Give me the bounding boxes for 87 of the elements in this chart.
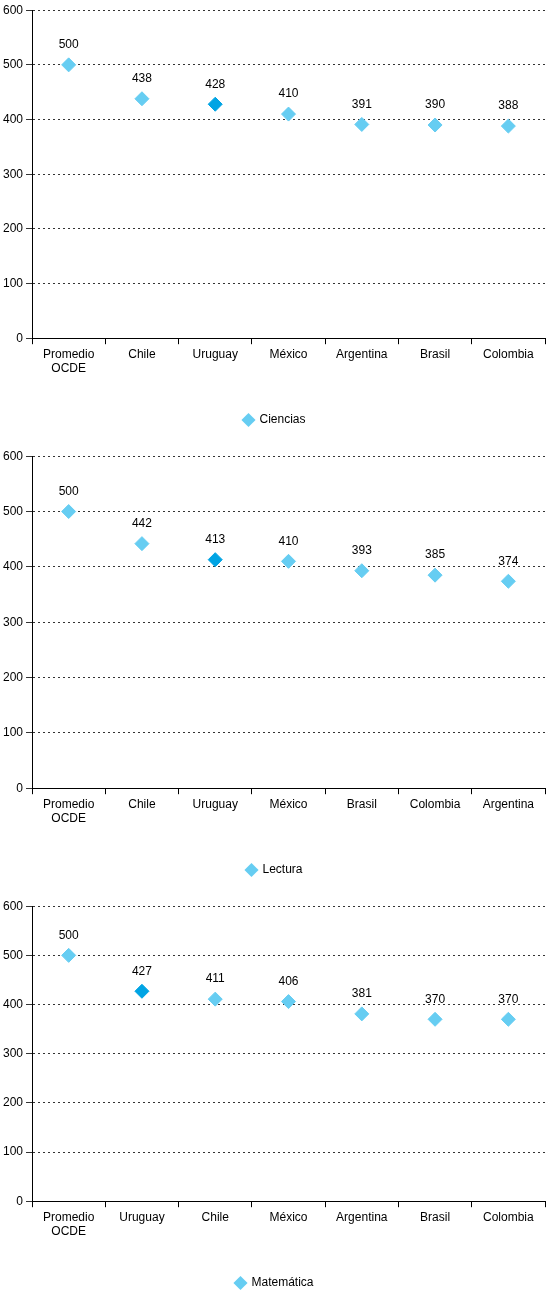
point xyxy=(354,116,370,132)
point xyxy=(500,118,516,134)
point xyxy=(281,106,297,122)
x-tick-label: Chile xyxy=(201,1209,230,1224)
x-tick-label: Uruguay xyxy=(119,1209,165,1224)
x-tick-label: Chile xyxy=(128,796,156,811)
y-tick-label: 0 xyxy=(16,1193,24,1208)
point xyxy=(207,552,223,568)
legend-label: Matemática xyxy=(251,1275,314,1290)
point xyxy=(281,553,297,569)
y-tick-label: 600 xyxy=(2,898,24,913)
x-tick-label: Brasil xyxy=(420,346,451,361)
data-label: 370 xyxy=(498,991,519,1006)
x-tick-label: Brasil xyxy=(420,1209,451,1224)
y-tick-label: 500 xyxy=(2,57,24,72)
point xyxy=(500,573,516,589)
x-tick-label: Colombia xyxy=(409,796,461,811)
point xyxy=(281,994,297,1010)
y-tick-label: 200 xyxy=(2,1095,24,1110)
y-tick-label: 400 xyxy=(2,559,24,574)
x-tick-label: Uruguay xyxy=(192,796,238,811)
data-label: 390 xyxy=(425,97,446,112)
x-tick-label: Argentina xyxy=(336,346,388,361)
data-label: 410 xyxy=(278,86,299,101)
data-label: 406 xyxy=(278,973,299,988)
data-label: 374 xyxy=(498,553,519,568)
x-tick-label: México xyxy=(269,346,308,361)
data-label: 381 xyxy=(351,986,373,1001)
point xyxy=(354,563,370,579)
y-tick-label: 200 xyxy=(2,669,24,684)
x-tick-label: Promedio OCDE xyxy=(42,346,95,376)
data-label: 393 xyxy=(351,543,373,558)
x-tick-label: Chile xyxy=(128,346,156,361)
point xyxy=(500,1011,516,1027)
y-tick-label: 200 xyxy=(2,221,24,236)
data-label: 411 xyxy=(205,971,226,986)
point xyxy=(427,117,443,133)
legend-label: Ciencias xyxy=(259,412,306,427)
data-label: 388 xyxy=(498,98,519,113)
x-tick-label: Colombia xyxy=(483,1209,535,1224)
x-tick-label: Brasil xyxy=(346,796,377,811)
point xyxy=(61,57,77,73)
y-tick-label: 100 xyxy=(2,275,24,290)
x-tick-label: México xyxy=(269,796,308,811)
y-tick-label: 400 xyxy=(2,111,24,126)
y-tick-label: 0 xyxy=(16,780,24,795)
data-label: 391 xyxy=(351,96,373,111)
data-label: 427 xyxy=(131,963,153,978)
y-tick-label: 600 xyxy=(2,448,24,463)
data-label: 385 xyxy=(425,547,446,562)
point xyxy=(427,567,443,583)
point xyxy=(207,96,223,112)
x-tick-label: Argentina xyxy=(482,796,535,811)
data-label: 413 xyxy=(205,531,226,546)
point xyxy=(134,536,150,552)
data-label: 370 xyxy=(425,991,446,1006)
x-tick-label: Promedio OCDE xyxy=(42,796,95,826)
x-tick-label: Uruguay xyxy=(192,346,238,361)
x-tick-label: México xyxy=(269,1209,308,1224)
x-tick-label: Colombia xyxy=(483,346,535,361)
y-tick-label: 100 xyxy=(2,725,24,740)
x-tick-label: Argentina xyxy=(336,1209,388,1224)
y-tick-label: 0 xyxy=(16,330,24,345)
data-label: 442 xyxy=(131,515,153,530)
point xyxy=(427,1011,443,1027)
y-tick-label: 500 xyxy=(2,503,24,518)
point xyxy=(134,91,150,107)
data-label: 500 xyxy=(58,483,79,498)
data-label: 410 xyxy=(278,533,299,548)
data-label: 428 xyxy=(205,76,226,91)
y-tick-label: 600 xyxy=(2,2,24,17)
y-tick-label: 300 xyxy=(2,1046,24,1061)
point xyxy=(61,947,77,963)
point xyxy=(134,983,150,999)
legend-label: Lectura xyxy=(262,862,303,877)
y-tick-label: 300 xyxy=(2,614,24,629)
point xyxy=(354,1006,370,1022)
x-tick-label: Promedio OCDE xyxy=(42,1209,95,1239)
point xyxy=(207,991,223,1007)
y-tick-label: 400 xyxy=(2,996,24,1011)
data-label: 438 xyxy=(131,71,153,86)
data-label: 500 xyxy=(58,37,79,52)
y-tick-label: 100 xyxy=(2,1144,24,1159)
point xyxy=(61,504,77,520)
y-tick-label: 500 xyxy=(2,947,24,962)
data-label: 500 xyxy=(58,927,79,942)
y-tick-label: 300 xyxy=(2,166,24,181)
